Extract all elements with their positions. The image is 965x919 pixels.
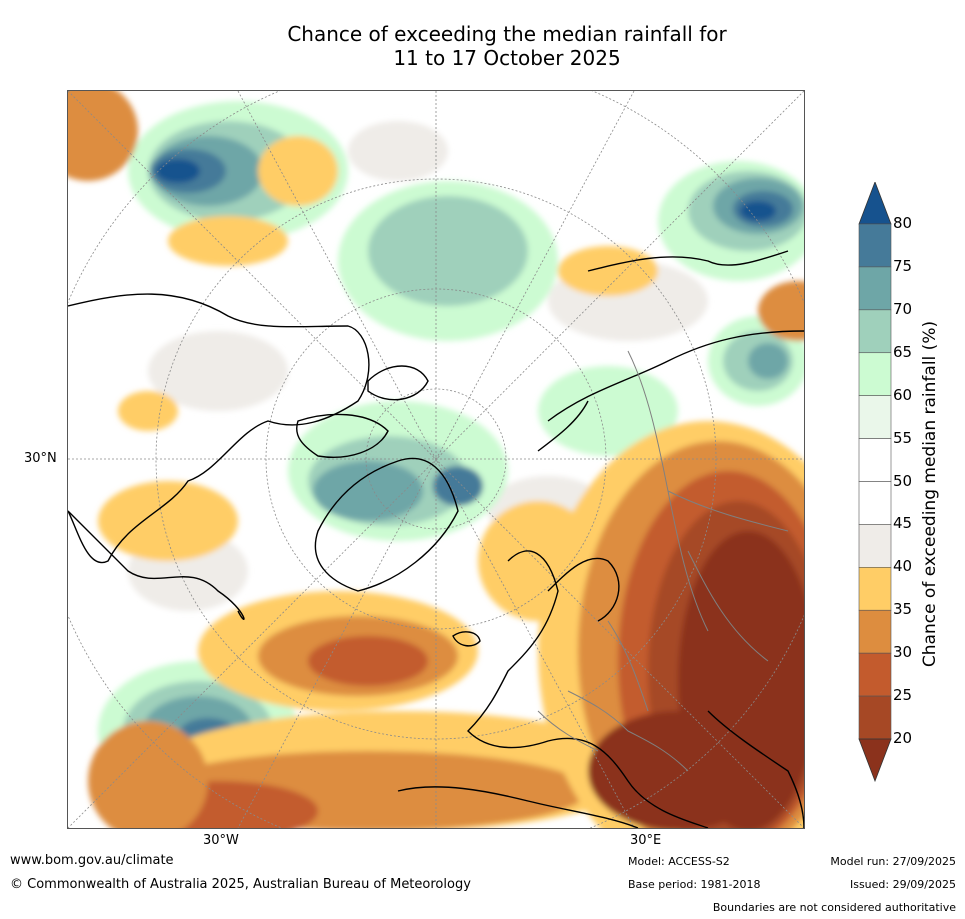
title-line-2: 11 to 17 October 2025 xyxy=(393,46,621,70)
colorbar-tick-label: 55 xyxy=(893,428,913,447)
colorbar-band xyxy=(858,481,892,525)
colorbar-tick-label: 40 xyxy=(893,557,913,576)
colorbar-tick-label: 45 xyxy=(893,514,913,533)
map-canvas xyxy=(68,91,804,828)
colorbar-band xyxy=(858,395,892,439)
colorbar-band xyxy=(858,309,892,354)
polar-rainfall-map[interactable] xyxy=(67,90,805,829)
latitude-label-30n: 30°N xyxy=(24,451,57,466)
colorbar-tick-label: 35 xyxy=(893,600,913,619)
colorbar-tick-label: 80 xyxy=(893,214,913,232)
colorbar-tick-label: 65 xyxy=(893,342,913,361)
colorbar-band xyxy=(858,223,892,268)
colorbar-tick-label: 50 xyxy=(893,471,913,490)
footer-model: Model: ACCESS-S2 xyxy=(628,855,730,868)
colorbar-arrow-min xyxy=(858,738,892,783)
country-borders xyxy=(537,350,789,772)
colorbar-band xyxy=(858,438,892,482)
colorbar-band xyxy=(858,567,892,611)
footer-website-link[interactable]: www.bom.gov.au/climate xyxy=(10,853,174,868)
footer-issued: Issued: 29/09/2025 xyxy=(849,878,956,891)
longitude-label-30e: 30°E xyxy=(630,833,662,848)
colorbar-arrow-max xyxy=(858,180,892,225)
footer-copyright: © Commonwealth of Australia 2025, Austra… xyxy=(10,877,471,892)
map-title: Chance of exceeding the median rainfall … xyxy=(0,22,965,70)
colorbar-tick-label: 75 xyxy=(893,256,913,275)
colorbar-tick-label: 30 xyxy=(893,643,913,662)
footer-disclaimer: Boundaries are not considered authoritat… xyxy=(712,901,956,914)
colorbar-tick-label: 25 xyxy=(893,686,913,705)
colorbar-band xyxy=(858,524,892,568)
colorbar xyxy=(858,180,892,786)
probability-contours xyxy=(68,91,804,828)
colorbar-tick-label: 20 xyxy=(893,729,913,747)
coastlines xyxy=(68,250,804,828)
colorbar-title: Chance of exceeding median rainfall (%) xyxy=(920,320,940,668)
colorbar-band xyxy=(858,652,892,697)
title-line-1: Chance of exceeding the median rainfall … xyxy=(287,22,727,46)
graticule xyxy=(68,91,804,828)
colorbar-tick-label: 60 xyxy=(893,385,913,404)
colorbar-band xyxy=(858,695,892,740)
longitude-label-30w: 30°W xyxy=(203,833,239,848)
footer-model-run: Model run: 27/09/2025 xyxy=(830,855,956,868)
colorbar-tick-label: 70 xyxy=(893,299,913,318)
colorbar-scale xyxy=(858,180,892,783)
colorbar-band xyxy=(858,352,892,396)
footer-base-period: Base period: 1981-2018 xyxy=(628,878,761,891)
colorbar-band xyxy=(858,266,892,311)
colorbar-band xyxy=(858,609,892,654)
